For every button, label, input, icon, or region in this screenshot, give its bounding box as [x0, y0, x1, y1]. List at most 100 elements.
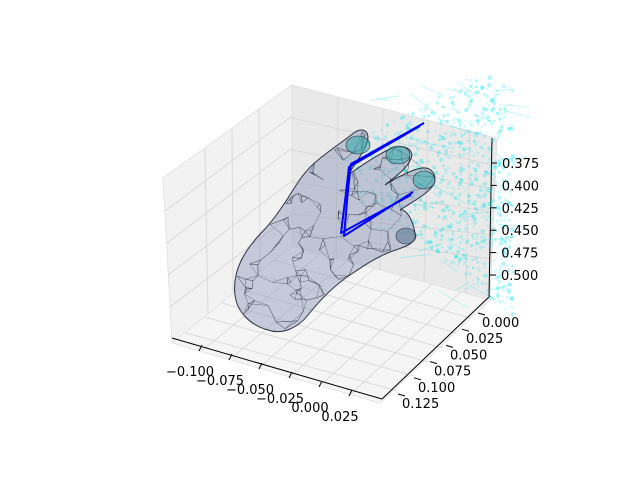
cloud-point [444, 119, 449, 124]
cloud-point [458, 213, 462, 218]
cloud-point [504, 250, 509, 254]
cloud-point [364, 199, 366, 202]
cloud-point [385, 123, 390, 128]
cloud-point [496, 164, 499, 167]
cloud-point [453, 254, 458, 259]
cloud-point [497, 161, 502, 166]
cloud-point [468, 119, 472, 124]
cloud-point [369, 203, 371, 205]
cloud-point [489, 236, 491, 238]
cloud-point [422, 124, 425, 127]
cloud-point [467, 147, 472, 151]
mesh-edge [354, 245, 359, 252]
mesh-edge [299, 227, 303, 238]
mesh-edge [308, 197, 318, 207]
cloud-point [471, 215, 476, 220]
cloud-point [444, 172, 447, 175]
cloud-point [511, 89, 515, 93]
cloud-point [497, 230, 500, 232]
z-tick-label: 0.450 [501, 224, 538, 239]
cloud-point [458, 220, 462, 223]
cloud-point [486, 211, 489, 214]
cloud-point [449, 247, 453, 250]
cloud-point [499, 302, 501, 304]
mesh-edge [249, 259, 261, 265]
x-tick-label: 0.000 [291, 401, 328, 416]
mesh-edge [319, 238, 324, 251]
cloud-point [441, 246, 444, 249]
cloud-point [448, 246, 452, 250]
mesh-edge [290, 195, 294, 204]
mesh-edge [270, 217, 287, 225]
y-axis-line [381, 295, 491, 400]
cloud-point [493, 269, 498, 274]
cloud-point [506, 268, 511, 273]
cloud-point [460, 257, 464, 260]
mesh-edge [305, 269, 309, 277]
mesh-edge [307, 276, 318, 284]
cloud-point [479, 74, 482, 76]
cloud-point [481, 116, 484, 119]
mesh-edge [283, 219, 290, 230]
cloud-point [444, 258, 448, 263]
cloud-streak [504, 156, 528, 161]
cloud-point [444, 131, 448, 135]
cloud-point [423, 190, 426, 192]
cloud-point [437, 223, 440, 226]
cloud-point [422, 202, 427, 206]
cloud-point [497, 92, 500, 95]
cloud-point [498, 267, 502, 272]
cloud-point [460, 87, 463, 91]
cloud-streak [450, 125, 478, 135]
cloud-point [381, 192, 385, 195]
mesh-edge [363, 206, 367, 213]
cloud-point [503, 239, 507, 243]
mesh-edge [297, 193, 309, 199]
cloud-point [482, 173, 487, 178]
cloud-point [432, 165, 437, 170]
cloud-point [486, 161, 489, 164]
cloud-point [485, 218, 489, 221]
cloud-point [501, 179, 505, 182]
cloud-point [416, 147, 420, 152]
cloud-point [461, 254, 463, 256]
mesh-edge [244, 293, 255, 301]
cloud-point [502, 117, 505, 119]
cloud-point [483, 236, 486, 239]
mesh-edge [373, 166, 381, 170]
cloud-point [390, 167, 395, 173]
cloud-point [492, 101, 497, 106]
y-tick-label: 0.100 [418, 381, 455, 396]
cloud-point [457, 236, 460, 239]
cloud-point [444, 152, 449, 157]
mesh-edge [299, 227, 306, 232]
cloud-point [498, 106, 502, 110]
cloud-point [495, 167, 499, 171]
cloud-point [508, 172, 512, 176]
cloud-point [499, 214, 502, 216]
mesh-edge [337, 210, 340, 219]
cloud-point [380, 129, 383, 132]
cloud-point [474, 204, 476, 206]
cloud-point [441, 239, 444, 241]
cloud-point [459, 141, 464, 146]
cloud-point [491, 172, 495, 176]
cloud-point [397, 206, 399, 208]
cloud-point [446, 185, 450, 190]
cloud-point [432, 165, 436, 169]
cloud-point [483, 142, 486, 146]
cloud-point [445, 222, 448, 225]
cloud-point [454, 255, 458, 259]
cloud-point [491, 242, 495, 246]
cloud-point [505, 180, 509, 185]
cloud-point [419, 168, 421, 171]
cloud-point [447, 228, 449, 231]
cloud-point [494, 276, 498, 280]
mesh-edge [365, 206, 373, 214]
cloud-point [419, 232, 424, 237]
cloud-point [391, 182, 395, 185]
cloud-point [457, 112, 460, 114]
mesh-edge [323, 238, 326, 246]
cloud-point [497, 203, 499, 205]
